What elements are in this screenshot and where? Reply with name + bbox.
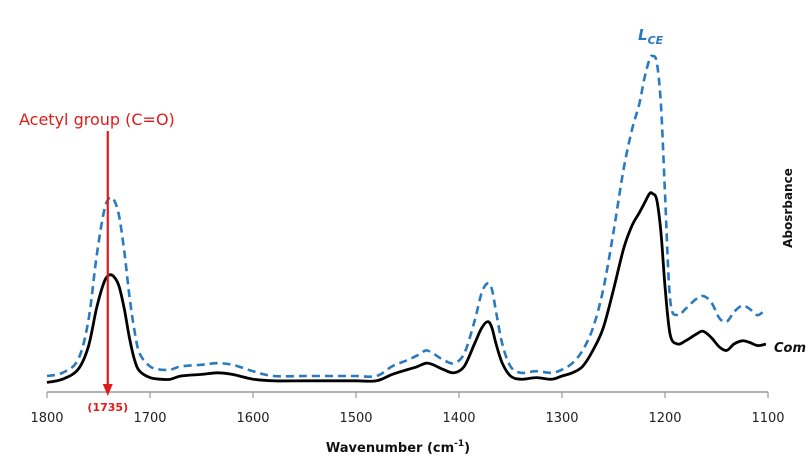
x-axis-title: Wavenumber (cm-1) <box>326 439 470 456</box>
x-tick-label-1600: 1600 <box>236 411 269 426</box>
x-axis-tick-labels: 1800 1700 1600 1500 1400 1300 1200 1100 <box>30 411 784 426</box>
x-axis-ticks <box>46 392 769 398</box>
x-tick-label-1700: 1700 <box>133 411 166 426</box>
x-tick-label-1300: 1300 <box>545 411 578 426</box>
acetyl-annotation: Acetyl group (C=O) (1735) <box>19 110 175 414</box>
series-label-lce: LCE <box>638 26 664 47</box>
x-tick-label-1400: 1400 <box>442 411 475 426</box>
series-line-lce <box>46 54 767 379</box>
acetyl-annotation-label: Acetyl group (C=O) <box>19 110 175 129</box>
plot-area: 1800 1700 1600 1500 1400 1300 1200 1100 <box>30 54 785 426</box>
acetyl-arrow-head <box>102 384 113 396</box>
y-axis-title: Abosrbance <box>781 168 795 248</box>
x-tick-label-1800: 1800 <box>30 411 63 426</box>
acetyl-peak-label: (1735) <box>87 401 128 414</box>
series-line-com <box>46 191 767 384</box>
series-label-com: Com <box>774 341 806 356</box>
x-tick-label-1100: 1100 <box>751 411 784 426</box>
x-tick-label-1200: 1200 <box>648 411 681 426</box>
x-tick-label-1500: 1500 <box>339 411 372 426</box>
